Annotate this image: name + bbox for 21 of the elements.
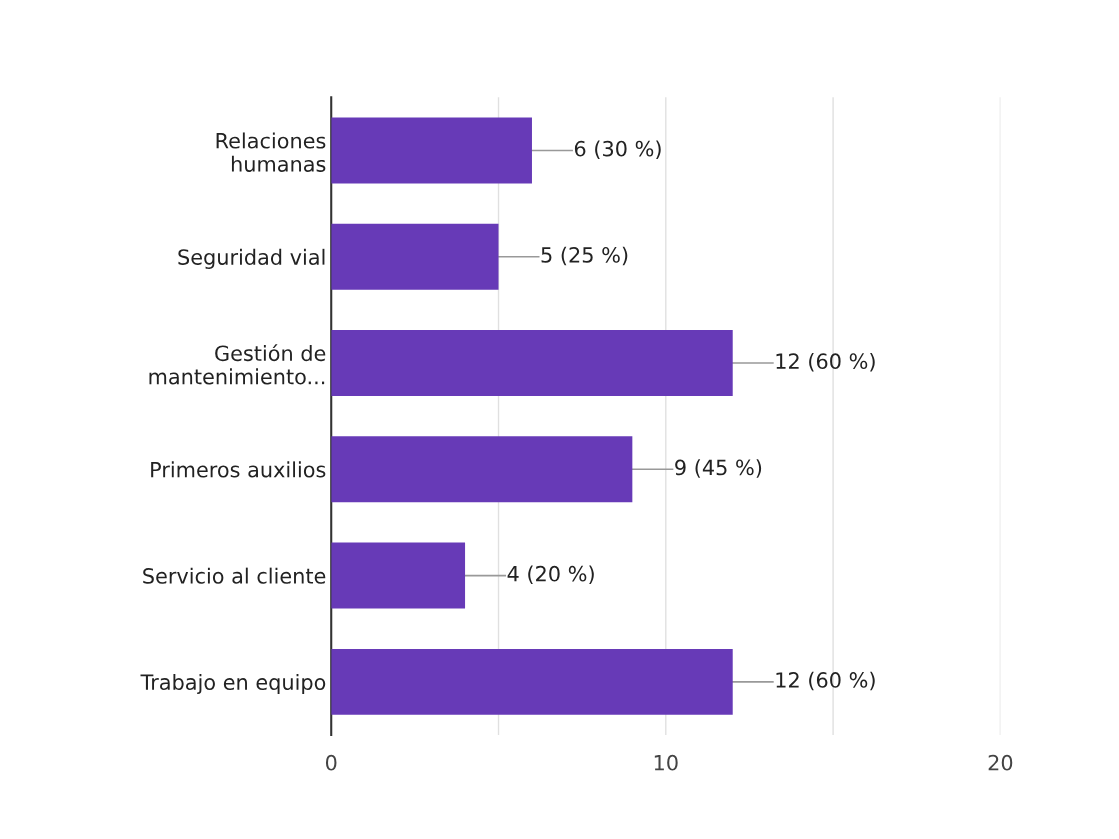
y-tick-label: Servicio al cliente xyxy=(143,567,326,584)
x-tick-label: 20 xyxy=(988,754,1013,771)
y-tick-label: Gestión de mantenimiento... xyxy=(149,344,326,385)
data-label: 9 (45 %) xyxy=(675,459,762,478)
bar xyxy=(331,436,633,503)
bar xyxy=(331,117,532,184)
y-tick-label: Trabajo en equipo xyxy=(140,673,326,695)
y-tick-label: Primeros auxilios xyxy=(151,461,326,478)
bar xyxy=(331,542,466,609)
data-label: 12 (60 %) xyxy=(776,352,875,372)
bar xyxy=(331,648,733,715)
y-tick-label: Relaciones humanas xyxy=(216,132,326,172)
x-tick-label: 10 xyxy=(654,754,678,771)
y-tick-label: Seguridad vial xyxy=(178,248,325,269)
data-label: 4 (20 %) xyxy=(507,565,594,585)
bar xyxy=(331,330,733,396)
bar xyxy=(331,223,499,290)
data-label: 6 (30 %) xyxy=(574,140,661,159)
data-label: 12 (60 %) xyxy=(776,671,875,691)
x-tick-label: 0 xyxy=(325,754,337,771)
data-label: 5 (25 %) xyxy=(541,246,628,266)
